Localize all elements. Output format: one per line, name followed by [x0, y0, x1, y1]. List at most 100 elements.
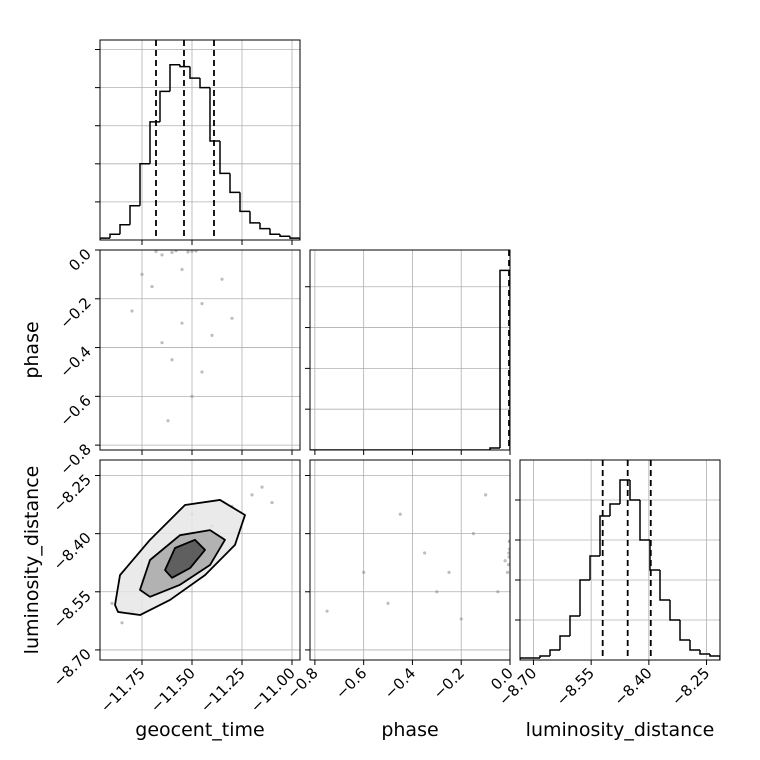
sample-point — [505, 570, 510, 575]
histogram-step — [539, 655, 550, 658]
histogram-step — [569, 615, 580, 636]
y-axis-label: luminosity_distance — [21, 466, 43, 655]
sample-point — [200, 370, 204, 374]
sample-point — [220, 277, 224, 281]
sample-point — [166, 419, 170, 423]
histogram-step — [559, 635, 570, 650]
panel-frame — [99, 249, 301, 451]
sample-point — [496, 590, 500, 594]
sample-point — [503, 559, 507, 563]
y-tick-label: −0.4 — [56, 343, 94, 381]
contour — [164, 538, 206, 579]
sample-point — [398, 512, 402, 516]
histogram-step — [709, 654, 720, 660]
sample-point — [174, 250, 178, 253]
sample-point — [471, 532, 476, 536]
x-tick-label: −8.55 — [553, 664, 598, 709]
x-axis-label: luminosity_distance — [526, 719, 715, 741]
x-tick-label: −8.25 — [668, 664, 713, 709]
plot-area — [520, 460, 720, 660]
histogram-step — [629, 480, 640, 501]
panel-frame — [309, 249, 511, 451]
histogram-step — [579, 579, 590, 616]
plot-area — [100, 40, 300, 240]
sample-point — [484, 493, 488, 497]
sample-point — [160, 253, 164, 257]
histogram-step — [689, 640, 700, 651]
sample-point — [154, 250, 158, 254]
histogram-step — [219, 140, 230, 175]
sample-point — [250, 493, 254, 497]
panel — [305, 249, 511, 455]
sample-point — [160, 341, 164, 345]
x-tick-label: −11.50 — [147, 664, 199, 716]
panel-frame — [99, 39, 301, 241]
sample-point — [180, 267, 184, 272]
plot-area — [100, 250, 300, 450]
sample-point — [186, 250, 190, 254]
histogram-step — [599, 515, 610, 556]
histogram-step — [119, 224, 130, 235]
plot-area — [100, 460, 300, 660]
sample-point — [190, 394, 194, 398]
histogram-step — [159, 90, 170, 122]
sample-point — [423, 551, 427, 555]
histogram-step — [209, 87, 220, 142]
sample-point — [325, 609, 329, 613]
sample-point — [110, 601, 114, 606]
sample-point — [140, 272, 144, 276]
histogram-step — [169, 64, 180, 92]
histogram-step — [129, 204, 140, 225]
y-tick-label: −8.40 — [50, 529, 95, 574]
sample-point — [447, 570, 451, 575]
histogram-step — [679, 620, 690, 641]
panel-frame — [99, 459, 301, 661]
y-tick-label: 0.0 — [65, 245, 95, 275]
sample-point — [435, 590, 439, 594]
histogram-step — [269, 228, 280, 236]
histogram-step — [239, 192, 250, 213]
panel: 0.0 −0.2 −0.4 −0.6 −0.8 phase — [21, 245, 301, 479]
sample-point — [200, 302, 204, 306]
histogram-step — [499, 269, 510, 450]
sample-point — [459, 617, 463, 621]
histogram-step — [229, 173, 240, 194]
sample-point — [507, 539, 510, 543]
plot-area — [310, 250, 510, 450]
x-tick-label: −11.75 — [97, 664, 149, 716]
plot-area — [310, 460, 510, 660]
y-tick-label: −8.70 — [50, 645, 95, 690]
sample-point — [270, 501, 274, 505]
histogram-step — [179, 64, 190, 68]
sample-point — [194, 250, 198, 253]
histogram-step — [520, 657, 530, 660]
sample-point — [130, 309, 134, 313]
histogram-step — [669, 600, 680, 621]
x-tick-label: −8.40 — [610, 664, 655, 709]
x-tick-label: −0.6 — [332, 664, 370, 702]
histogram-step — [279, 234, 290, 237]
y-axis-label: phase — [21, 321, 43, 378]
histogram-step — [199, 78, 210, 89]
sample-point — [170, 250, 174, 255]
histogram-step — [549, 649, 560, 656]
y-tick-label: −8.25 — [50, 471, 95, 516]
sample-point — [230, 316, 234, 320]
histogram-step — [659, 570, 670, 601]
sample-point — [260, 485, 264, 489]
histogram-step — [109, 233, 120, 239]
sample-point — [506, 563, 510, 567]
histogram-step — [289, 236, 300, 240]
panel-frame — [309, 459, 511, 661]
sample-point — [120, 621, 124, 625]
sample-point — [507, 551, 510, 555]
histogram-step — [259, 222, 270, 230]
histogram-step — [489, 447, 500, 450]
sample-point — [507, 547, 510, 551]
histogram-step — [139, 163, 150, 206]
sample-point — [170, 358, 174, 362]
x-tick-label: −0.2 — [430, 664, 468, 702]
